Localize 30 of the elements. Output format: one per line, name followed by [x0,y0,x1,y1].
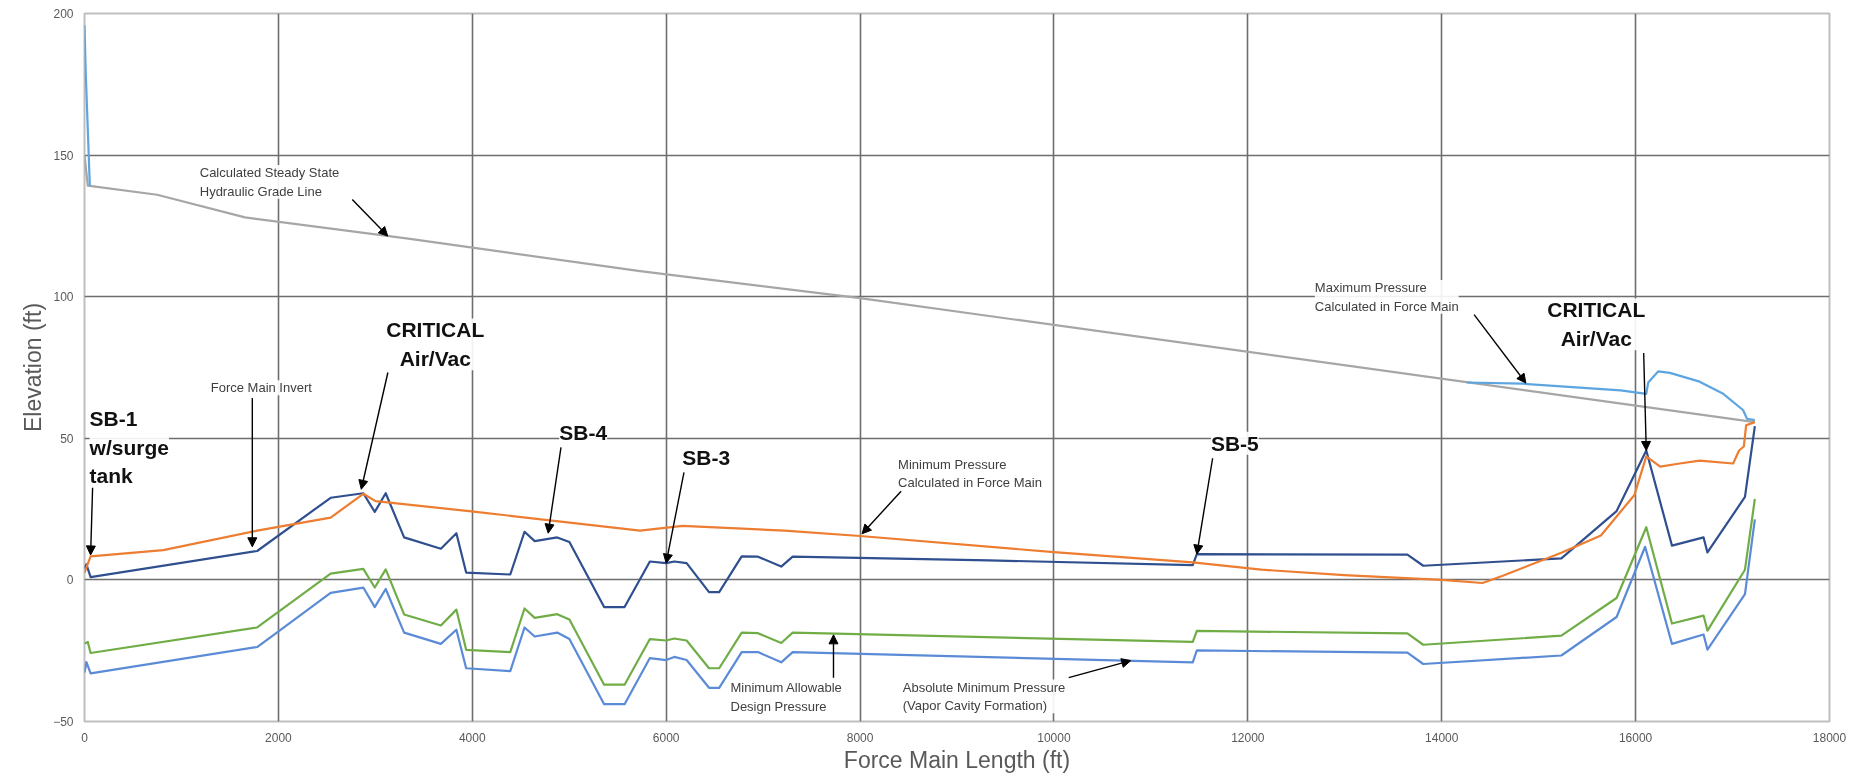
y-tick-label: 0 [66,573,74,588]
y-axis-title: Elevation (ft) [20,302,47,433]
annotation: Absolute Minimum Pressure (Vapor Cavity Formation) [902,679,1066,714]
annotation: SB-5 [1210,431,1260,455]
x-tick-label: 16000 [1618,730,1653,745]
x-tick-label: 2000 [265,730,293,745]
y-tick-label: 150 [53,148,74,163]
x-tick-label: 18000 [1812,730,1847,745]
annotation: Maximum Pressure Calculated in Force Main [1314,280,1459,314]
annotation: SB-4 [559,420,608,444]
annotation: Minimum Pressure Calculated in Force Main [898,456,1042,491]
x-axis-title: Force Main Length (ft) [843,746,1071,773]
x-tick-label: 4000 [458,730,486,745]
annotation: Minimum Allowable Design Pressure [730,679,842,714]
annotation: CRITICAL Air/Vac [386,318,485,371]
annotation: SB-1 w/surge tank [88,406,169,488]
y-tick-label: −50 [53,715,74,729]
annotation: SB-3 [682,445,731,469]
x-tick-label: 6000 [652,730,680,745]
x-tick-label: 0 [81,730,89,745]
x-tick-label: 14000 [1425,730,1459,745]
y-tick-label: 50 [60,431,74,446]
y-tick-label: 100 [53,290,74,305]
annotation: CRITICAL Air/Vac [1547,298,1646,351]
x-tick-label: 12000 [1231,730,1265,745]
annotation: Calculated Steady State Hydraulic Grade Line [199,165,340,199]
y-tick-label: 200 [53,7,74,21]
annotation: Force Main Invert [210,380,313,396]
x-tick-label: 10000 [1037,730,1071,745]
x-tick-label: 8000 [846,730,874,745]
